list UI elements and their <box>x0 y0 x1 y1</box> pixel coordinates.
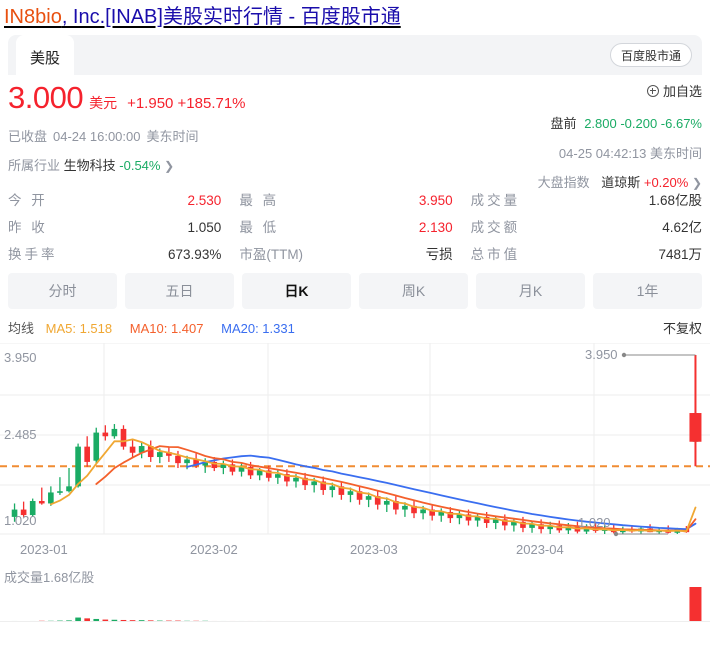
stat-key: 最 低 <box>239 220 280 235</box>
ma10-value: MA10: 1.407 <box>129 321 204 336</box>
industry-change-pct: -0.54% <box>119 158 161 173</box>
price-row: 3.000 美元 +1.950 +185.71% <box>8 81 246 115</box>
premarket-time: 04-25 04:42:13 美东时间 <box>558 146 702 161</box>
x-axis-tick-1: 2023-02 <box>190 542 238 557</box>
stat-item: 成交额 4.62亿 <box>471 216 702 236</box>
add-favorite-label: 加自选 <box>662 84 702 99</box>
period-tab-label: 日K <box>284 283 309 299</box>
period-tabs: 分时 五日 日K 周K 月K 1年 <box>0 263 710 309</box>
stat-item: 最 低 2.130 <box>239 216 470 236</box>
stat-value: 2.130 <box>418 220 453 235</box>
stat-item: 最 高 3.950 <box>239 189 470 209</box>
market-index-label: 大盘指数 <box>537 175 590 190</box>
volume-chart[interactable] <box>0 586 710 622</box>
stat-value: 1.68亿股 <box>648 193 702 208</box>
period-tab-1[interactable]: 五日 <box>125 273 234 309</box>
volume-label: 成交量1.68亿股 <box>4 570 95 585</box>
ma5-value: MA5: 1.518 <box>45 321 113 336</box>
premarket-label: 盘前 <box>550 116 577 131</box>
period-tab-label: 分时 <box>48 283 77 299</box>
candlestick-chart-svg <box>0 343 710 537</box>
stat-key: 最 高 <box>239 193 280 208</box>
stat-value: 亏损 <box>425 247 453 262</box>
tab-us-stocks-label: 美股 <box>29 49 60 67</box>
x-axis-tick-0: 2023-01 <box>20 542 68 557</box>
ma-label: 均线 <box>8 321 35 336</box>
stat-item: 今 开 2.530 <box>8 189 239 209</box>
stat-value: 2.530 <box>187 193 222 208</box>
candlestick-chart[interactable]: 3.950 2.485 1.020 3.950 1.020 <box>0 343 710 538</box>
stat-item: 昨 收 1.050 <box>8 216 239 236</box>
quote-left: 3.000 美元 +1.950 +185.71% 已收盘 04-24 16:00:… <box>8 81 246 174</box>
stat-key: 总市值 <box>470 247 521 262</box>
stat-item: 换手率 673.93% <box>8 243 239 263</box>
stat-key: 换手率 <box>8 247 58 262</box>
adjustment-toggle[interactable]: 不复权 <box>662 321 702 336</box>
brand-pill-label: 百度股市通 <box>620 48 681 63</box>
tab-us-stocks[interactable]: 美股 <box>16 35 74 79</box>
stat-value: 7481万 <box>658 247 702 262</box>
stat-key: 昨 收 <box>8 220 48 235</box>
market-index-pct: +0.20% <box>643 175 689 190</box>
chevron-right-icon: ❯ <box>691 176 702 190</box>
period-tab-0[interactable]: 分时 <box>8 273 117 309</box>
brand-pill-baidu-stock[interactable]: 百度股市通 <box>609 43 692 67</box>
stat-item: 总市值 7481万 <box>471 243 702 263</box>
page-title[interactable]: IN8bio, Inc.[INAB]美股实时行情 - 百度股市通 <box>0 0 710 35</box>
premarket-value: 2.800 -0.200 -6.67% <box>584 116 702 131</box>
moving-average-row: 均线 MA5: 1.518 MA10: 1.407 MA20: 1.331 不复… <box>0 309 710 343</box>
industry-label: 所属行业 <box>8 158 61 173</box>
market-status-timezone: 美东时间 <box>146 129 199 144</box>
stat-key: 市盈(TTM) <box>239 247 304 262</box>
quote-right: 加自选 盘前 2.800 -0.200 -6.67% 04-25 04:42:1… <box>538 81 702 191</box>
price-change: +1.950 +185.71% <box>127 95 246 112</box>
market-status: 已收盘 <box>8 129 48 144</box>
stat-key: 今 开 <box>8 193 48 208</box>
plus-circle-icon <box>646 84 659 97</box>
stat-value: 4.62亿 <box>662 220 702 235</box>
market-tabstrip: 美股 百度股市通 <box>8 35 702 79</box>
stat-item: 市盈(TTM) 亏损 <box>239 243 470 263</box>
last-price: 3.000 <box>8 80 84 115</box>
stat-item: 成交量 1.68亿股 <box>471 189 702 209</box>
page-title-company: IN8bio <box>4 6 62 28</box>
add-favorite-button[interactable]: 加自选 <box>538 81 702 100</box>
period-tab-5[interactable]: 1年 <box>593 273 702 309</box>
stat-key: 成交量 <box>470 193 521 208</box>
market-index-name: 道琼斯 <box>601 175 641 190</box>
ma20-value: MA20: 1.331 <box>221 321 295 336</box>
market-index-row[interactable]: 大盘指数 道琼斯 +0.20% ❯ <box>538 172 702 191</box>
period-tab-2[interactable]: 日K <box>242 273 351 309</box>
industry-name: 生物科技 <box>63 158 116 173</box>
industry-row[interactable]: 所属行业 生物科技 -0.54% ❯ <box>8 155 246 174</box>
chevron-right-icon: ❯ <box>164 159 175 173</box>
stat-value: 3.950 <box>418 193 453 208</box>
page-title-rest: , Inc.[INAB]美股实时行情 - 百度股市通 <box>61 6 401 28</box>
x-axis-tick-3: 2023-04 <box>516 542 564 557</box>
quote-panel: 3.000 美元 +1.950 +185.71% 已收盘 04-24 16:00:… <box>0 75 710 191</box>
x-axis-tick-2: 2023-03 <box>350 542 398 557</box>
period-tab-label: 月K <box>518 283 543 299</box>
stat-value: 1.050 <box>187 220 222 235</box>
x-axis: 2023-01 2023-02 2023-03 2023-04 <box>0 538 710 564</box>
stat-key: 成交额 <box>470 220 521 235</box>
period-tab-label: 周K <box>401 283 426 299</box>
market-status-time: 04-24 16:00:00 <box>53 129 141 144</box>
volume-chart-svg <box>0 587 710 622</box>
stat-value: 673.93% <box>168 247 222 262</box>
period-tab-label: 五日 <box>165 283 194 299</box>
premarket-row: 盘前 2.800 -0.200 -6.67% <box>538 113 702 132</box>
period-tab-3[interactable]: 周K <box>359 273 468 309</box>
price-currency: 美元 <box>89 95 118 111</box>
stats-grid: 今 开 2.530 最 高 3.950 成交量 1.68亿股昨 收 1.050 最 低 2.13… <box>0 185 710 263</box>
period-tab-4[interactable]: 月K <box>476 273 585 309</box>
market-status-row: 已收盘 04-24 16:00:00 美东时间 <box>8 126 246 145</box>
period-tab-label: 1年 <box>636 283 659 299</box>
